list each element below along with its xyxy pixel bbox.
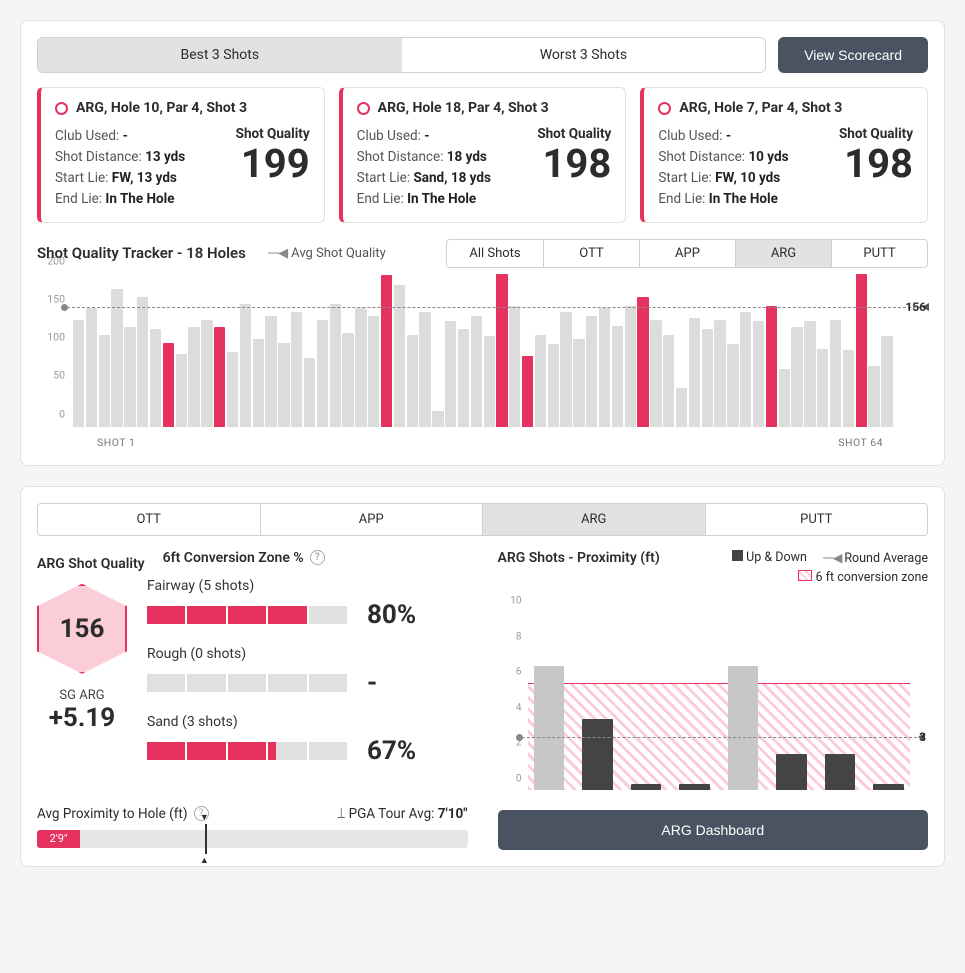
avg-shot-quality-value: 156 <box>905 300 926 314</box>
sg-arg-value: +5.19 <box>37 703 127 733</box>
proximity-scale-fill: 2'9" <box>37 830 80 848</box>
category-tab-ott[interactable]: OTT <box>38 504 260 535</box>
conversion-row: Rough (0 shots) - <box>147 646 468 698</box>
hex-score-block: 156 SG ARG +5.19 <box>37 578 127 782</box>
tab-worst-shots[interactable]: Worst 3 Shots <box>402 38 766 72</box>
top-tab-row: Best 3 Shots Worst 3 Shots View Scorecar… <box>37 37 928 73</box>
shot-cards-row: ARG, Hole 10, Par 4, Shot 3 Club Used: -… <box>37 87 928 223</box>
shot-card[interactable]: ARG, Hole 7, Par 4, Shot 3 Club Used: -S… <box>640 87 928 223</box>
shot-quality-value: 198 <box>537 142 611 186</box>
shot-quality-chart: 050100150200 156 SHOT 1 SHOT 64 <box>37 274 928 449</box>
category-tabs: OTTAPPARGPUTT <box>37 503 928 536</box>
conversion-row: Sand (3 shots) 67% <box>147 714 468 766</box>
proximity-column: ARG Shots - Proximity (ft) Up & Down Rou… <box>498 550 929 850</box>
cz-row-label: Fairway (5 shots) <box>147 578 468 594</box>
conversion-zone-rows: Fairway (5 shots) 80% Rough (0 shots) - Sand… <box>147 578 468 782</box>
tracker-tab-arg[interactable]: ARG <box>735 240 831 267</box>
shot-quality-value: 198 <box>839 142 913 186</box>
conversion-row: Fairway (5 shots) 80% <box>147 578 468 630</box>
tracker-tab-app[interactable]: APP <box>639 240 735 267</box>
tracker-filter-tabs: All ShotsOTTAPPARGPUTT <box>446 239 928 268</box>
target-icon <box>55 102 68 115</box>
x-label-last: SHOT 64 <box>838 436 883 449</box>
legend-round-avg: Round Average <box>823 550 928 566</box>
tab-best-shots[interactable]: Best 3 Shots <box>38 38 402 72</box>
shot-quality-value: 199 <box>236 142 310 186</box>
legend-conversion-zone: 6 ft conversion zone <box>816 570 928 585</box>
arg-detail-panel: OTTAPPARGPUTT ARG Shot Quality 6ft Conve… <box>20 486 945 867</box>
arg-dashboard-button[interactable]: ARG Dashboard <box>498 810 929 850</box>
cz-row-pct: 80% <box>367 600 416 630</box>
proximity-avg-value: 3 <box>919 730 926 744</box>
proximity-scale-marker <box>205 824 207 854</box>
cz-row-pct: - <box>367 668 377 698</box>
shot-card-title: ARG, Hole 7, Par 4, Shot 3 <box>679 100 842 116</box>
shot-details: Club Used: -Shot Distance: 10 ydsStart L… <box>658 126 788 210</box>
cz-row-pct: 67% <box>367 736 416 766</box>
shot-card[interactable]: ARG, Hole 10, Par 4, Shot 3 Club Used: -… <box>37 87 325 223</box>
tracker-header: Shot Quality Tracker - 18 Holes Avg Shot… <box>37 239 928 268</box>
shot-card-title: ARG, Hole 18, Par 4, Shot 3 <box>378 100 549 116</box>
shot-card-title: ARG, Hole 10, Par 4, Shot 3 <box>76 100 247 116</box>
shot-details: Club Used: -Shot Distance: 18 ydsStart L… <box>357 126 491 210</box>
shots-panel: Best 3 Shots Worst 3 Shots View Scorecar… <box>20 20 945 466</box>
legend-up-down: Up & Down <box>746 550 807 565</box>
sg-arg-label: SG ARG <box>37 688 127 703</box>
category-tab-app[interactable]: APP <box>260 504 483 535</box>
target-icon <box>357 102 370 115</box>
tracker-tab-all-shots[interactable]: All Shots <box>447 240 543 267</box>
conversion-zone-title: 6ft Conversion Zone % ? <box>163 550 325 566</box>
arg-shot-quality-hex: 156 <box>37 584 127 674</box>
pga-avg-label: PGA Tour Avg: <box>349 806 435 822</box>
proximity-bar-chart: 0246810 3 <box>498 595 929 790</box>
arg-quality-column: ARG Shot Quality 6ft Conversion Zone % ?… <box>37 550 468 850</box>
shot-details: Club Used: -Shot Distance: 13 ydsStart L… <box>55 126 185 210</box>
category-tab-putt[interactable]: PUTT <box>705 504 928 535</box>
legend-avg-shot-quality: Avg Shot Quality <box>268 246 386 261</box>
cz-row-label: Sand (3 shots) <box>147 714 468 730</box>
help-icon[interactable]: ? <box>310 550 325 565</box>
proximity-chart-title: ARG Shots - Proximity (ft) <box>498 550 660 566</box>
pga-avg-value: 7'10" <box>438 806 468 822</box>
category-tab-arg[interactable]: ARG <box>482 504 705 535</box>
view-scorecard-button[interactable]: View Scorecard <box>778 37 928 73</box>
tracker-tab-ott[interactable]: OTT <box>543 240 639 267</box>
proximity-scale: 2'9" <box>37 830 468 848</box>
shot-card[interactable]: ARG, Hole 18, Par 4, Shot 3 Club Used: -… <box>339 87 627 223</box>
tracker-tab-putt[interactable]: PUTT <box>831 240 927 267</box>
avg-proximity-label: Avg Proximity to Hole (ft) <box>37 806 188 822</box>
target-icon <box>658 102 671 115</box>
arg-shot-quality-title: ARG Shot Quality <box>37 550 145 578</box>
best-worst-tabs: Best 3 Shots Worst 3 Shots <box>37 37 766 73</box>
tracker-title: Shot Quality Tracker - 18 Holes <box>37 244 246 262</box>
cz-row-label: Rough (0 shots) <box>147 646 468 662</box>
x-label-first: SHOT 1 <box>97 436 135 449</box>
